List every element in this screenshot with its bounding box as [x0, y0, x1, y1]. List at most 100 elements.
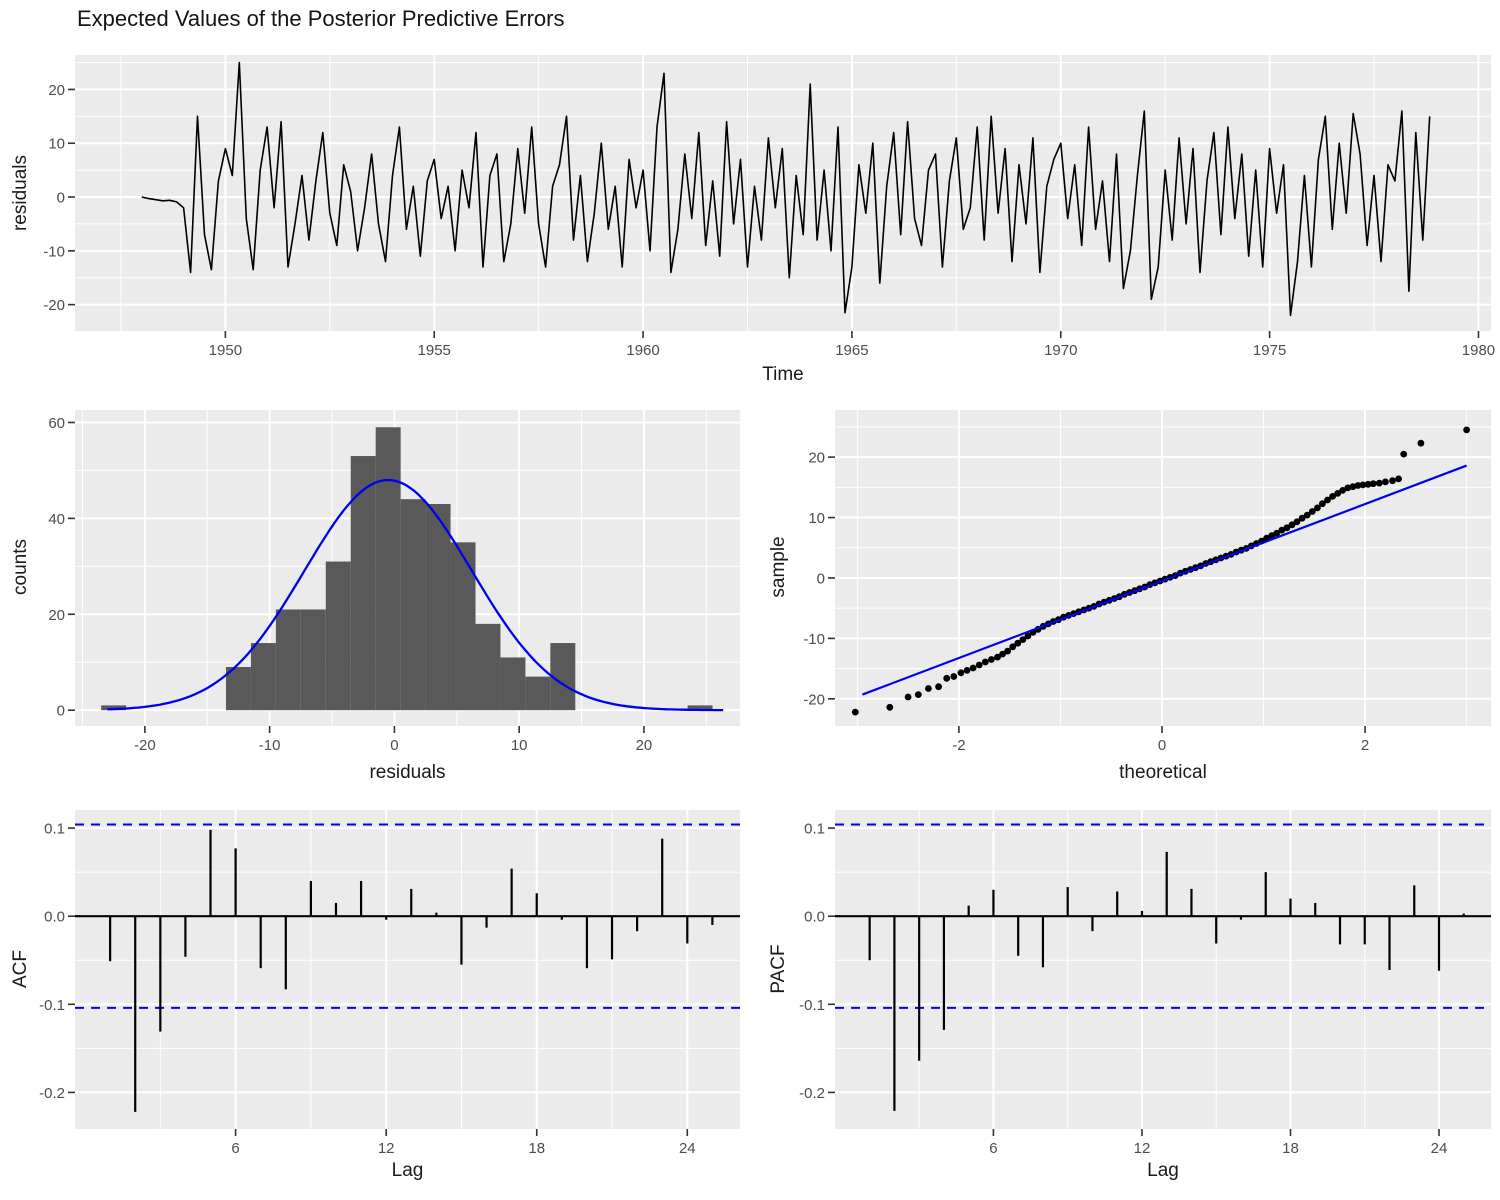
qq-point	[1344, 484, 1352, 492]
histogram-x-axis-title: residuals	[369, 762, 446, 783]
histogram-bar	[500, 657, 526, 711]
y-tick-label: -10	[803, 631, 825, 648]
y-tick-label: 10	[48, 136, 65, 153]
qq-point	[1283, 524, 1291, 532]
histogram-bar	[450, 542, 476, 711]
qq-reference-line	[862, 464, 1468, 696]
qq-point	[1014, 639, 1022, 647]
qq-point	[1288, 521, 1296, 529]
qq-point	[1364, 480, 1372, 488]
y-tick-label: 0	[57, 703, 65, 720]
y-tick-label: 0.1	[44, 821, 65, 838]
qq-point	[1334, 490, 1342, 497]
histogram-bar	[425, 503, 451, 711]
histogram-bar	[300, 609, 326, 711]
qq-x-axis-title: theoretical	[1119, 762, 1207, 783]
x-tick-label: 20	[636, 737, 653, 754]
qq-point	[957, 669, 965, 677]
y-tick-label: -20	[43, 297, 65, 314]
qq-point	[1024, 632, 1032, 640]
qq-point	[1349, 483, 1357, 491]
x-tick-label: 1980	[1462, 342, 1495, 359]
qq-point	[904, 693, 912, 701]
x-tick-label: 1970	[1044, 342, 1077, 359]
acf-y-axis-title: ACF	[10, 950, 31, 988]
qq-point	[1308, 508, 1316, 515]
y-tick-label: 0.1	[804, 821, 825, 838]
acf-x-axis-title: Lag	[391, 1160, 424, 1181]
y-tick-label: 0.0	[44, 909, 65, 926]
qq-point	[1369, 480, 1377, 488]
timeseries-x-axis-title: Time	[762, 364, 804, 385]
qq-point	[1382, 478, 1389, 486]
panel-background	[835, 410, 1491, 726]
qq-point	[886, 703, 894, 711]
pacf-y-axis-title: PACF	[768, 944, 789, 994]
y-tick-label: 20	[48, 607, 65, 624]
histogram-bar	[325, 561, 351, 711]
qq-point	[1354, 482, 1362, 489]
qq-point	[988, 656, 995, 663]
qq-point	[1319, 500, 1326, 508]
panel-background	[835, 810, 1491, 1129]
x-tick-label: -2	[952, 737, 965, 754]
qq-point	[1298, 514, 1306, 522]
x-tick-label: 0	[1158, 737, 1166, 754]
qq-point	[1004, 647, 1011, 655]
x-tick-label: 1955	[418, 342, 451, 359]
histogram-bar	[400, 499, 426, 711]
qq-point	[1324, 496, 1331, 504]
panel-background	[75, 55, 1491, 331]
x-tick-label: 18	[1282, 1140, 1299, 1157]
y-tick-label: -10	[43, 243, 65, 260]
panel-background	[75, 810, 740, 1129]
x-tick-label: 12	[378, 1140, 395, 1157]
qq-point	[950, 673, 958, 680]
y-tick-label: -20	[803, 691, 825, 708]
y-tick-label: 0	[817, 570, 825, 587]
histogram-bar	[525, 676, 551, 711]
qq-point	[1329, 493, 1336, 500]
qq-point	[1293, 518, 1301, 526]
y-tick-label: -0.1	[39, 997, 65, 1014]
qq-point	[963, 667, 971, 674]
x-tick-label: 24	[679, 1140, 696, 1157]
y-tick-label: 20	[808, 450, 825, 467]
qq-point	[1395, 475, 1402, 483]
qq-point	[1417, 439, 1425, 447]
y-tick-label: -0.1	[799, 997, 825, 1014]
x-tick-label: -20	[134, 737, 156, 754]
residuals-time-series-line	[141, 61, 1431, 317]
histogram-bar	[101, 705, 127, 711]
histogram-bar	[375, 427, 401, 711]
qq-point	[1314, 504, 1321, 512]
qq-point	[1273, 529, 1281, 537]
normal-density-curve	[107, 478, 724, 712]
figure-title: Expected Values of the Posterior Predict…	[77, 6, 565, 31]
histogram-bar	[250, 643, 276, 711]
qq-point	[999, 650, 1006, 658]
y-tick-label: 20	[48, 82, 65, 99]
qq-point	[1303, 511, 1311, 519]
histogram-panel: -20 -10 0 10 20 0 20 40 60	[48, 410, 740, 754]
x-tick-label: 10	[511, 737, 528, 754]
x-tick-label: 0	[390, 737, 398, 754]
x-tick-label: 1960	[626, 342, 659, 359]
qq-point	[851, 708, 859, 716]
y-tick-label: 10	[808, 510, 825, 527]
x-tick-label: -10	[259, 737, 281, 754]
y-tick-label: 40	[48, 511, 65, 528]
qq-point	[1359, 481, 1367, 489]
x-tick-label: 1950	[209, 342, 242, 359]
x-tick-label: 2	[1361, 737, 1369, 754]
x-tick-label: 6	[989, 1140, 997, 1157]
qq-point	[981, 658, 989, 666]
histogram-y-axis-title: counts	[10, 539, 31, 595]
histogram-bar	[687, 705, 713, 711]
histogram-bar	[350, 456, 376, 711]
qq-point	[1400, 450, 1408, 458]
x-tick-label: 1975	[1253, 342, 1286, 359]
